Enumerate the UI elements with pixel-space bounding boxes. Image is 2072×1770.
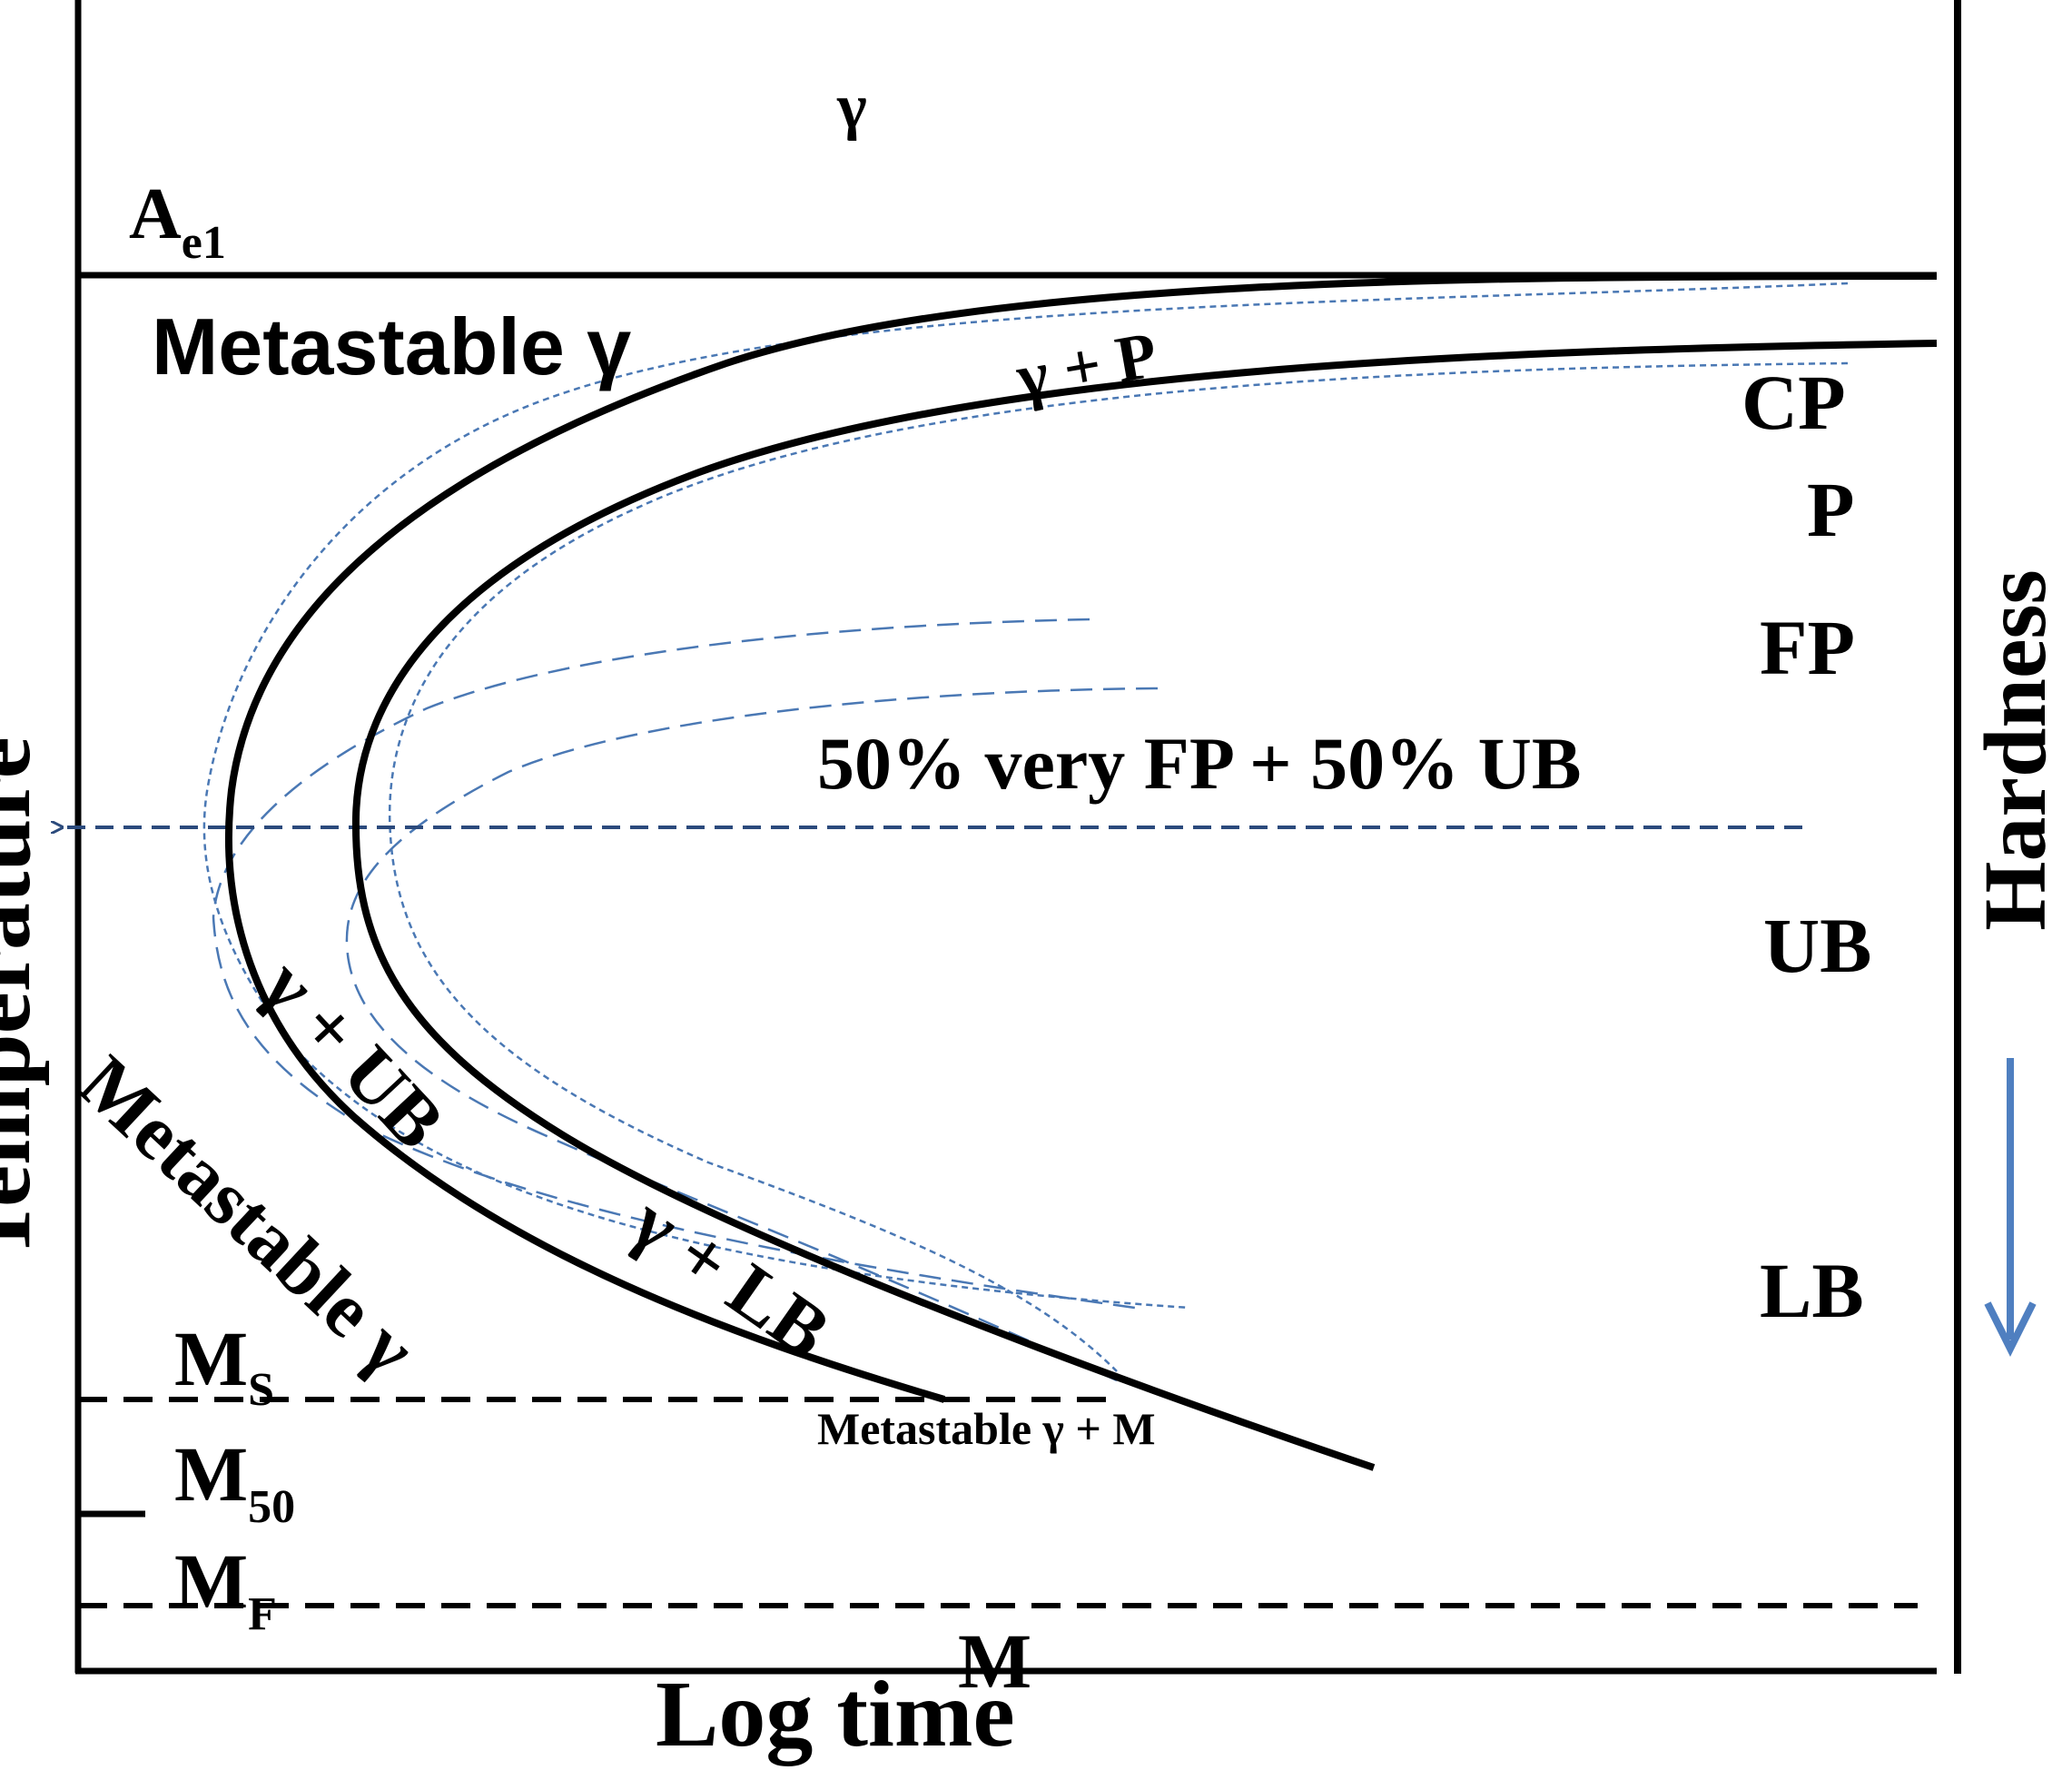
gamma-plus-p-label: γ + P (1011, 318, 1162, 414)
cp-label: CP (1741, 359, 1846, 446)
blue-dashed-curve-1 (212, 618, 1136, 1310)
finish-curve (351, 340, 1938, 1471)
metastable-gamma-plus-m-label: Metastable γ + M (817, 1403, 1156, 1454)
fp-label: FP (1760, 604, 1855, 691)
gamma-region-label: γ (836, 72, 867, 142)
ae1-label: Ae1 (129, 174, 226, 269)
metastable-gamma-label: Metastable γ (152, 302, 631, 391)
mf-label: MF (174, 1538, 277, 1640)
lb-label: LB (1760, 1247, 1864, 1334)
blue-dotted-finish-curve (388, 361, 1849, 1372)
x-axis-title: Log time (656, 1662, 1015, 1766)
ub-label: UB (1763, 902, 1871, 989)
m50-label: M50 (174, 1430, 295, 1533)
martensite-bottom-label: M (958, 1617, 1031, 1705)
gamma-plus-ub-label: γ + UB (245, 944, 459, 1165)
hardness-label: Hardness (1967, 569, 2065, 931)
blue-dashed-curve-2 (345, 687, 1159, 1382)
ms-label: MS (174, 1315, 274, 1416)
hardness-arrow-head (1984, 1301, 2037, 1357)
fifty-percent-label: 50% very FP + 50% UB (817, 722, 1582, 805)
gamma-plus-lb-label: γ + LB (616, 1180, 844, 1375)
p-label: P (1807, 466, 1855, 553)
start-curve (224, 272, 1938, 1403)
y-axis-title: Temperature (0, 737, 50, 1261)
blue-dotted-start-curve (202, 282, 1849, 1310)
